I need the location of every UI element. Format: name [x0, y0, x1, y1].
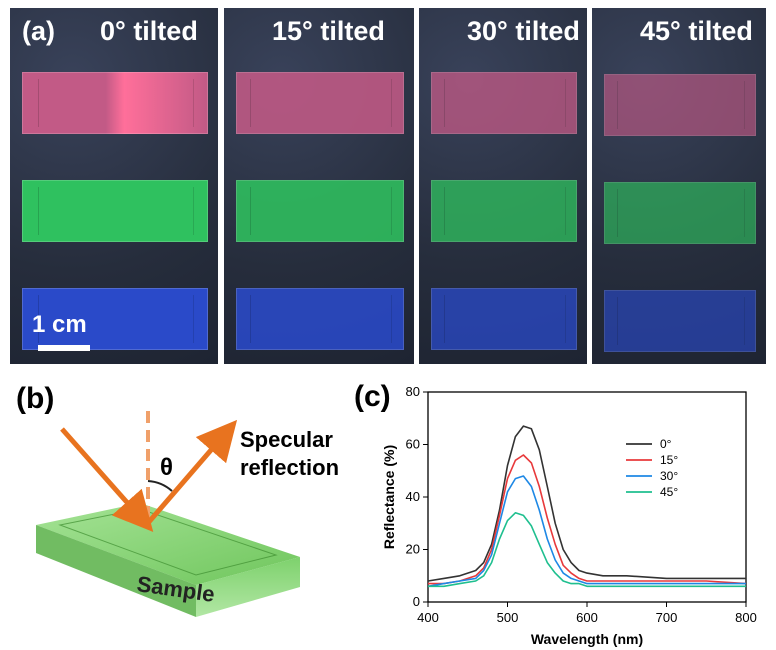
panel-c-label: (c) — [354, 380, 391, 413]
angle-arc — [147, 480, 173, 492]
series-line-3 — [428, 512, 746, 588]
green-strip — [22, 180, 208, 242]
y-axis-label: Reflectance (%) — [381, 445, 397, 549]
green-strip — [604, 182, 756, 244]
series-line-0 — [427, 425, 746, 582]
reflection-diagram: θ Specular reflection Sample — [36, 411, 339, 617]
sample-left-face — [36, 525, 196, 617]
sample-front-face — [196, 557, 300, 617]
y-tick-label: 80 — [406, 384, 420, 399]
x-axis-label: Wavelength (nm) — [531, 631, 643, 647]
x-tick-label: 700 — [656, 610, 678, 625]
y-tick-label: 20 — [406, 542, 420, 557]
series-line-1 — [428, 454, 747, 585]
blue-strip — [22, 288, 208, 350]
x-tick-label: 600 — [576, 610, 598, 625]
legend-label-2: 30° — [660, 469, 678, 483]
red-strip — [236, 72, 404, 134]
scale-bar — [38, 345, 90, 351]
specular-label-line1: Specular — [240, 427, 333, 452]
legend-label-0: 0° — [660, 437, 672, 451]
blue-strip — [431, 288, 577, 350]
panel-b-label: (b) — [16, 382, 55, 415]
tilt-label-0: 0° tilted — [100, 16, 198, 46]
y-tick-label: 0 — [413, 594, 420, 609]
green-strip — [431, 180, 577, 242]
reflectance-chart: 400 500 600 700 800 0 20 40 60 80 0° 15° 30° 45° Wav… — [381, 384, 757, 647]
legend-label-1: 15° — [660, 453, 678, 467]
tilt-label-1: 15° tilted — [272, 16, 385, 46]
incident-ray — [60, 427, 154, 532]
red-strip — [604, 74, 756, 136]
scale-bar-label: 1 cm — [32, 311, 87, 338]
x-tick-label: 500 — [497, 610, 519, 625]
blue-strip — [604, 290, 756, 352]
legend-label-3: 45° — [660, 485, 678, 499]
panel-a-label: (a) — [22, 16, 55, 46]
red-strip — [431, 72, 577, 134]
blue-strip — [236, 288, 404, 350]
y-tick-label: 60 — [406, 437, 420, 452]
green-strip — [236, 180, 404, 242]
sample-top-face — [36, 503, 300, 585]
series-line-2 — [427, 475, 746, 588]
theta-symbol: θ — [160, 454, 173, 481]
tilt-label-2: 30° tilted — [467, 16, 580, 46]
y-tick-label: 40 — [406, 489, 420, 504]
tilt-label-3: 45° tilted — [640, 16, 753, 46]
x-tick-label: 800 — [735, 610, 757, 625]
reflected-ray — [146, 419, 238, 525]
x-tick-label: 400 — [417, 610, 439, 625]
red-strip — [22, 72, 208, 134]
specular-label-line2: reflection — [240, 455, 339, 480]
